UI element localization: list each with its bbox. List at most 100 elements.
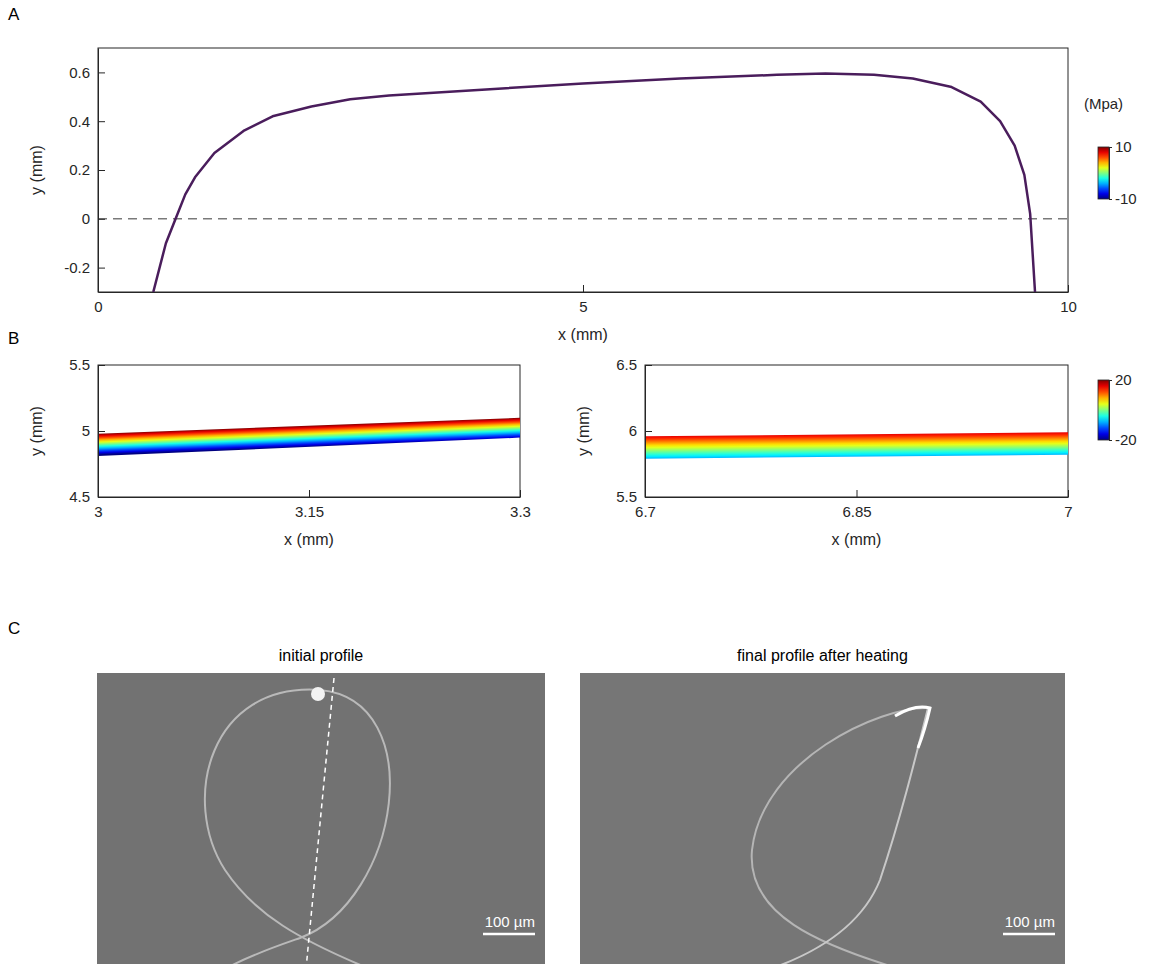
- x-tick-label: 3.15: [295, 503, 324, 520]
- y-tick-mark: [98, 219, 105, 220]
- y-tick: 6: [629, 422, 652, 439]
- ribbon-outline: [205, 690, 390, 964]
- x-tick: 7: [1064, 490, 1072, 520]
- y-tick: 5.5: [69, 356, 105, 373]
- y-tick-mark: [98, 170, 105, 171]
- marks: [98, 418, 520, 456]
- image-content: [97, 673, 545, 964]
- colorbar: -20 20: [1098, 371, 1137, 448]
- y-tick-mark: [645, 497, 652, 498]
- y-tick-mark: [98, 365, 105, 366]
- x-tick: 5: [579, 285, 587, 315]
- y-tick-label: 5.5: [616, 488, 637, 505]
- scale-bar: [483, 933, 535, 936]
- y-tick-mark: [98, 121, 105, 122]
- y-tick: 6.5: [616, 356, 652, 373]
- x-tick-mark: [1068, 490, 1069, 497]
- image-background: [580, 673, 1065, 964]
- colorbar-scale: [1098, 147, 1109, 199]
- x-tick-mark: [520, 490, 521, 497]
- colorbar-tick-label: 20: [1115, 371, 1132, 388]
- y-tick: 4.5: [69, 488, 105, 505]
- plot-frame: [98, 48, 1068, 292]
- y-tick: 0: [82, 210, 105, 227]
- panel-letter: C: [8, 619, 20, 638]
- y-tick-label: 0.2: [69, 161, 90, 178]
- image-background: [97, 673, 545, 964]
- scale-bar-label: 100 µm: [485, 913, 535, 930]
- x-tick-label: 6.7: [635, 503, 656, 520]
- y-tick-mark: [98, 72, 105, 73]
- stress-band: [98, 418, 520, 456]
- colorbar-tick: 20: [1109, 371, 1132, 388]
- plot-frame: [98, 365, 520, 497]
- stress-band: [645, 432, 1068, 458]
- x-axis-line: [99, 497, 521, 498]
- x-axis-title: x (mm): [832, 531, 882, 548]
- image-title: initial profile: [279, 647, 364, 664]
- plot-2: 6.7 6.85 7 5.5 6 6.5 x (mm) y (mm): [575, 356, 1073, 548]
- x-axis: 6.7 6.85 7: [635, 490, 1073, 520]
- x-tick: 3.3: [510, 490, 531, 520]
- y-axis-title: y (mm): [575, 406, 592, 456]
- x-axis-title: x (mm): [284, 531, 334, 548]
- colorbar-tick-mark: [1109, 199, 1112, 200]
- panel-letter: B: [8, 329, 19, 348]
- profile-line: [153, 74, 1035, 292]
- x-tick-mark: [583, 285, 584, 292]
- colorbar-tick: 10: [1109, 138, 1132, 155]
- y-tick-label: 0.4: [69, 113, 90, 130]
- image-content: [580, 673, 1065, 964]
- ribbon-outline: [752, 708, 928, 964]
- colorbar-scale: [1098, 380, 1109, 440]
- plot-0: 0510-0.200.20.40.6x (mm)y (mm): [28, 48, 1077, 343]
- marker-blob: [311, 687, 325, 701]
- plot-1: 33.153.34.555.5x (mm)y (mm): [28, 356, 531, 548]
- panel-letter: A: [8, 5, 20, 24]
- x-tick-mark: [1068, 285, 1069, 292]
- colorbar-tick-label: -10: [1115, 190, 1137, 207]
- y-tick-label: 0.6: [69, 64, 90, 81]
- x-axis-line: [99, 292, 1069, 293]
- x-tick-label: 6.85: [842, 503, 871, 520]
- y-axis-title: y (mm): [28, 406, 45, 456]
- section-line: [306, 678, 334, 964]
- scale-bar: [1003, 933, 1055, 936]
- y-tick: 0.2: [69, 161, 105, 178]
- y-tick-mark: [98, 431, 105, 432]
- colorbar-tick-label: -20: [1115, 431, 1137, 448]
- x-tick-label: 5: [579, 298, 587, 315]
- y-tick: 5.5: [616, 488, 652, 505]
- x-tick: 10: [1060, 285, 1077, 315]
- figure: ABC0510-0.200.20.40.6x (mm)y (mm)-1010(M…: [0, 0, 1152, 969]
- plot-frame: [645, 365, 1068, 497]
- colorbar-axis-line: [1109, 148, 1110, 200]
- x-axis-line: [646, 497, 1069, 498]
- x-tick-mark: [309, 490, 310, 497]
- y-axis-title: y (mm): [28, 145, 45, 195]
- x-tick-label: 10: [1060, 298, 1077, 315]
- y-tick: 0.4: [69, 113, 105, 130]
- y-tick-label: 5: [82, 422, 90, 439]
- colorbar-tick-mark: [1109, 380, 1112, 381]
- x-axis: 0510: [94, 285, 1077, 315]
- y-tick-label: 6.5: [616, 356, 637, 373]
- y-tick-mark: [645, 431, 652, 432]
- y-axis: -0.200.20.40.6: [64, 49, 105, 293]
- marks: [645, 432, 1068, 458]
- y-tick-label: 6: [629, 422, 637, 439]
- y-tick-label: 4.5: [69, 488, 90, 505]
- colorbar-axis: -10 10: [1109, 138, 1137, 207]
- x-tick: 3.15: [295, 490, 324, 520]
- y-tick-mark: [98, 497, 105, 498]
- colorbar-tick: -10: [1109, 190, 1137, 207]
- x-tick-label: 7: [1064, 503, 1072, 520]
- micrograph: initial profile 100 µm: [97, 647, 545, 969]
- colorbar-axis-line: [1109, 381, 1110, 441]
- y-tick-mark: [98, 268, 105, 269]
- ribbon-tip: [895, 707, 930, 748]
- x-axis-title: x (mm): [558, 326, 608, 343]
- y-tick-label: 0: [82, 210, 90, 227]
- y-tick-label: 5.5: [69, 356, 90, 373]
- scale-bar-label: 100 µm: [1005, 913, 1055, 930]
